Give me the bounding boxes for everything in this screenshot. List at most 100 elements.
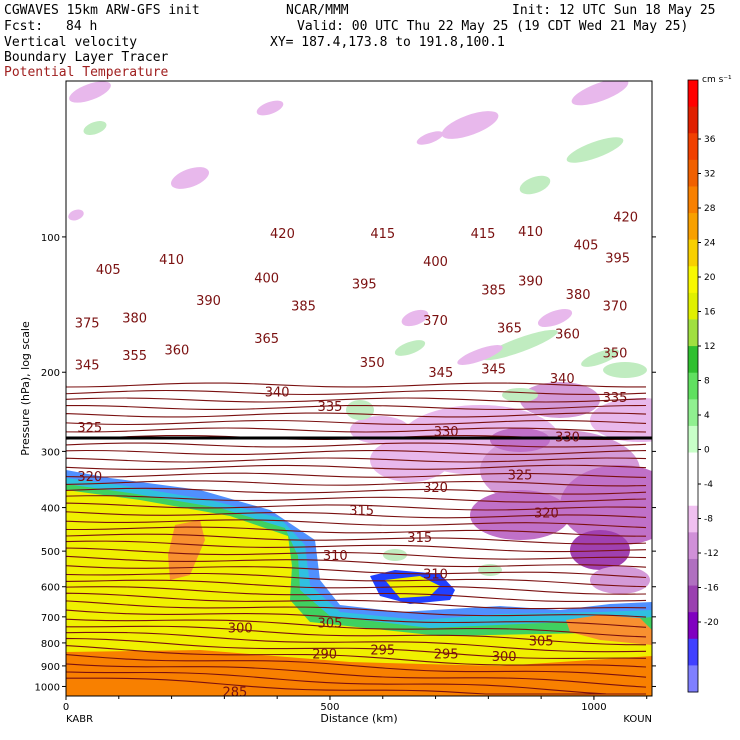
isentrope-label: 320 xyxy=(534,506,559,521)
isentrope-label: 340 xyxy=(550,372,575,387)
isentrope-line xyxy=(66,565,647,579)
isentrope-line xyxy=(66,662,647,688)
colorbar-tick-label: -16 xyxy=(704,584,719,594)
colorbar-swatch xyxy=(688,425,698,454)
isentrope-label: 390 xyxy=(518,274,543,289)
colorbar-tick-label: 12 xyxy=(704,342,715,352)
isentrope-label: 365 xyxy=(497,321,522,336)
x-tick-label: 500 xyxy=(320,702,339,713)
colorbar-tick-label: 28 xyxy=(704,204,716,214)
vertical-velocity-region xyxy=(570,530,630,570)
isentrope-label: 320 xyxy=(423,481,448,496)
isentrope-line xyxy=(66,653,647,678)
y-tick-label: 400 xyxy=(41,504,60,515)
colorbar-swatch xyxy=(688,213,698,241)
colorbar-swatch xyxy=(688,266,698,294)
colorbar-swatch xyxy=(688,532,698,560)
isentrope-label: 375 xyxy=(75,316,100,331)
isentrope-label: 370 xyxy=(603,299,628,314)
isentrope-label: 300 xyxy=(492,650,517,665)
valid-time: Valid: 00 UTC Thu 22 May 25 (19 CDT Wed … xyxy=(297,19,689,34)
field-blob xyxy=(519,175,551,195)
colorbar-swatch xyxy=(688,505,698,533)
field-blob xyxy=(401,309,429,327)
isentrope-line xyxy=(66,555,647,568)
isentrope-label: 335 xyxy=(318,400,343,415)
init-time: Init: 12 UTC Sun 18 May 25 xyxy=(512,3,716,18)
x-endpoint-left: KABR xyxy=(66,714,93,725)
field-blob xyxy=(502,388,538,402)
isentrope-label: 305 xyxy=(529,634,554,649)
isentrope-line xyxy=(66,397,647,403)
y-tick-label: 300 xyxy=(41,447,60,458)
isentrope-label: 370 xyxy=(423,314,448,329)
fcst-label: Fcst: xyxy=(4,19,44,34)
plot-border xyxy=(65,80,653,697)
isentrope-label: 345 xyxy=(75,358,100,373)
field-blob xyxy=(537,308,573,328)
colorbar-swatch xyxy=(688,638,698,666)
isentrope-line xyxy=(66,449,647,456)
isentrope-line xyxy=(66,579,647,595)
isentrope-label: 345 xyxy=(428,366,453,381)
y-axis-label: Pressure (hPa), log scale xyxy=(19,321,32,456)
isentrope-line xyxy=(66,457,647,463)
isentrope-line xyxy=(66,389,647,396)
isentrope-label: 295 xyxy=(434,648,459,663)
field-blob xyxy=(83,121,107,135)
field-blob xyxy=(581,349,619,367)
tracer-max xyxy=(566,615,652,645)
isentrope-line xyxy=(66,382,647,388)
fcst-value: 84 h xyxy=(66,19,98,34)
colorbar-swatch xyxy=(688,612,698,640)
isentrope-label: 385 xyxy=(481,284,506,299)
colorbar-swatch xyxy=(688,186,698,214)
isentrope-label: 325 xyxy=(508,469,533,484)
colorbar-tick-label: 4 xyxy=(704,411,710,421)
field-blob xyxy=(566,137,624,163)
cross-section-xy: XY= 187.4,173.8 to 191.8,100.1 xyxy=(270,35,505,50)
tracer-core xyxy=(66,490,652,696)
isentrope-label: 350 xyxy=(603,347,628,362)
plot-frame xyxy=(65,80,653,697)
isentrope-label: 415 xyxy=(370,227,395,242)
isentrope-line xyxy=(66,670,646,695)
field-blob xyxy=(603,362,647,378)
colorbar-swatch xyxy=(688,665,698,693)
isentrope-line xyxy=(66,592,647,610)
colorbar-swatch xyxy=(688,479,698,507)
colorbar-swatch xyxy=(688,452,698,480)
isentrope-label: 290 xyxy=(312,648,337,663)
isentrope-label: 400 xyxy=(423,255,448,270)
y-tick-label: 500 xyxy=(41,547,60,558)
colorbar-tick-label: -12 xyxy=(704,549,719,559)
isentrope-line xyxy=(66,480,647,487)
isentrope-line xyxy=(66,572,647,588)
colorbar-tick-label: -4 xyxy=(704,480,713,490)
colorbar-tick-label: -8 xyxy=(704,515,713,525)
isentrope-line xyxy=(66,511,647,519)
colorbar-tick-label: 24 xyxy=(704,239,716,249)
isentrope-line xyxy=(66,419,647,426)
isentrope-label: 405 xyxy=(574,239,599,254)
isentrope-label: 320 xyxy=(77,470,102,485)
isentrope-line xyxy=(66,677,646,695)
isentrope-line xyxy=(66,586,647,603)
isentrope-label: 380 xyxy=(122,311,147,326)
colorbar-tick-label: 8 xyxy=(704,377,710,387)
isentrope-label: 325 xyxy=(77,421,102,436)
isentrope-label: 395 xyxy=(605,251,630,266)
isentrope-label: 300 xyxy=(228,622,253,637)
isentrope-label: 400 xyxy=(254,271,279,286)
y-tick-label: 600 xyxy=(41,583,60,594)
y-tick-label: 1000 xyxy=(35,682,60,693)
isentrope-label: 405 xyxy=(96,263,121,278)
tracer-surface xyxy=(66,650,652,696)
isentrope-label: 395 xyxy=(352,278,377,293)
isentrope-line xyxy=(66,645,647,668)
field-blob xyxy=(68,209,84,221)
isentrope-label: 315 xyxy=(407,531,432,546)
colorbar-swatch xyxy=(688,133,698,161)
isentrope-line xyxy=(66,427,647,433)
